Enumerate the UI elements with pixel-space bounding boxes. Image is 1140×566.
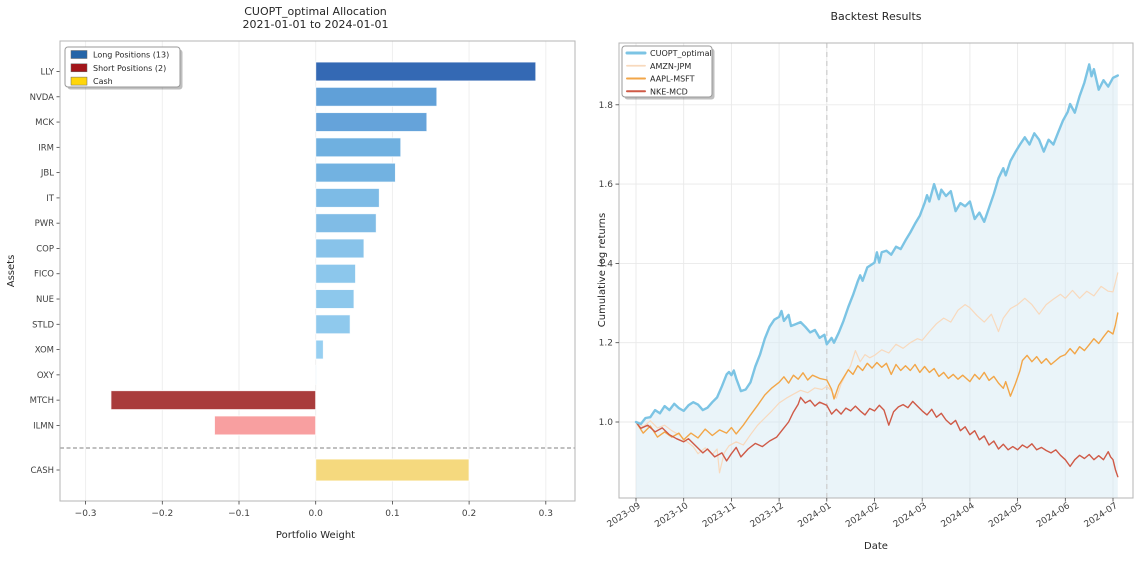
allocation-plot-area: LLY NVDA MCK IRM JBL IT PWR COP FICO NUE STLD XOM OX… (30, 40, 576, 519)
legend-swatch-icon (70, 63, 88, 73)
asset-tick-label: MCK (35, 118, 54, 128)
allocation-xaxis-label: Portfolio Weight (276, 530, 355, 541)
asset-tick-label: FICO (34, 270, 54, 280)
legend-label: NKE-MCD (650, 87, 688, 96)
bar-PWR (315, 213, 377, 234)
legend-label: Long Positions (13) (93, 51, 169, 60)
legend-label: Short Positions (2) (93, 64, 166, 73)
x-tick-label: 2023-10 (653, 501, 690, 530)
legend-label: CUOPT_optimal (650, 49, 712, 58)
bar-XOM (315, 339, 324, 360)
bar-CASH (315, 458, 470, 482)
asset-tick-label: MTCH (30, 396, 54, 406)
series-line-NKE-MCD (635, 396, 1119, 478)
asset-tick-label: IRM (38, 143, 54, 153)
x-tick-label: 2023-12 (749, 501, 786, 530)
bar-COP (315, 238, 365, 259)
legend-swatch-icon (70, 50, 88, 59)
asset-tick-label: STLD (32, 320, 54, 330)
asset-tick-label: IT (46, 194, 55, 204)
x-tick-label: 2024-02 (844, 501, 881, 530)
bar-FICO (315, 263, 357, 284)
x-tick-label: 0.1 (385, 509, 399, 519)
plot-frame (59, 40, 576, 502)
series-line-AAPL-MSFT (635, 312, 1119, 441)
asset-tick-label: ILMN (33, 421, 54, 431)
series-line-AMZN-JPM (635, 272, 1119, 474)
bar-NUE (315, 289, 355, 310)
backtest-chart: Backtest Results Date Cumulative log ret… (597, 10, 1134, 552)
x-tick-label: −0.1 (228, 509, 250, 519)
allocation-legend: Long Positions (13) Short Positions (2) Ca… (64, 46, 183, 90)
bar-MTCH (110, 390, 317, 411)
legend-box (621, 45, 713, 98)
x-tick-label: 0.2 (462, 509, 476, 519)
bar-IT (315, 187, 380, 208)
series-line-CUOPT_optimal (634, 63, 1120, 426)
bar-LLY (315, 61, 537, 82)
x-tick-label: 2024-04 (940, 501, 977, 530)
allocation-title-line1: CUOPT_optimal Allocation (244, 5, 387, 18)
x-tick-label: 2024-06 (1035, 501, 1072, 530)
asset-tick-label: OXY (37, 371, 55, 381)
x-tick-label: −0.3 (75, 509, 97, 519)
bar-OXY (315, 364, 318, 385)
x-tick-label: 2024-01 (796, 501, 833, 530)
legend-label: AMZN-JPM (650, 62, 691, 71)
bar-ILMN (213, 415, 317, 436)
asset-tick-label: PWR (35, 219, 55, 229)
bar-IRM (315, 137, 402, 158)
y-tick-label: 1.8 (599, 101, 614, 111)
asset-tick-label: COP (36, 244, 54, 254)
plot-frame (618, 42, 1134, 499)
x-tick-label: 2023-09 (606, 501, 643, 530)
x-tick-label: 2023-11 (701, 501, 738, 530)
bar-JBL (315, 162, 396, 183)
legend-label: AAPL-MSFT (650, 75, 695, 84)
asset-tick-label: CASH (30, 466, 54, 476)
asset-tick-label: LLY (40, 68, 54, 78)
x-tick-label: 2024-03 (892, 501, 929, 530)
asset-tick-label: NVDA (30, 93, 55, 103)
backtest-title: Backtest Results (830, 10, 921, 23)
bar-STLD (315, 314, 351, 335)
y-tick-label: 1.0 (599, 418, 614, 428)
x-tick-label: 2024-07 (1083, 501, 1120, 530)
backtest-xaxis-label: Date (864, 541, 888, 552)
backtest-legend: CUOPT_optimal AMZN-JPM AAPL-MSFT NKE-MCD (621, 45, 715, 100)
legend-box (64, 46, 181, 88)
x-tick-label: −0.2 (151, 509, 173, 519)
asset-tick-label: JBL (40, 169, 54, 179)
x-tick-label: 0.0 (309, 509, 324, 519)
bar-NVDA (315, 86, 438, 107)
allocation-chart: CUOPT_optimal Allocation 2021-01-01 to 2… (6, 5, 576, 541)
legend-swatch-icon (70, 76, 88, 86)
backtest-plot-area: 1.0 1.2 1.4 1.6 1.8 2023-09 2023-10 2023-11 2023… (599, 42, 1134, 530)
y-tick-label: 1.2 (599, 339, 613, 349)
asset-tick-label: XOM (35, 346, 54, 356)
y-tick-label: 1.6 (599, 180, 614, 190)
x-tick-label: 2024-05 (987, 501, 1024, 530)
x-tick-label: 0.3 (539, 509, 553, 519)
allocation-title-line2: 2021-01-01 to 2024-01-01 (243, 18, 389, 31)
backtest-yaxis-label: Cumulative log returns (597, 213, 608, 327)
allocation-yaxis-label: Assets (6, 255, 17, 288)
asset-tick-label: NUE (36, 295, 54, 305)
y-tick-label: 1.4 (599, 259, 614, 269)
bar-MCK (315, 112, 428, 133)
legend-label: Cash (93, 77, 113, 86)
series-fill-CUOPT_optimal (636, 64, 1118, 499)
